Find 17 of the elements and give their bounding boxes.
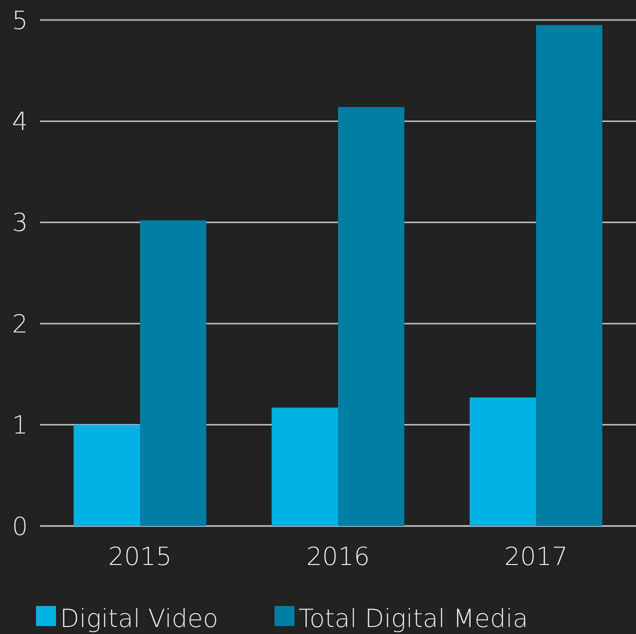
y-tick-label: 0: [12, 512, 28, 541]
bar: [536, 25, 602, 526]
bar: [272, 408, 338, 526]
y-tick-label: 4: [12, 106, 28, 136]
y-tick-label: 5: [12, 6, 28, 35]
x-tick-label: 2015: [108, 542, 172, 571]
y-tick-label: 2: [12, 309, 28, 338]
legend-label: Total Digital Media: [298, 604, 528, 633]
x-tick-label: 2016: [306, 542, 370, 571]
bar: [338, 107, 404, 526]
legend-label: Digital Video: [60, 604, 218, 633]
bar: [140, 220, 206, 526]
bar: [470, 397, 536, 526]
x-tick-label: 2017: [504, 542, 568, 571]
bar: [74, 424, 140, 526]
y-tick-label: 3: [12, 208, 28, 238]
y-tick-label: 1: [12, 410, 28, 440]
